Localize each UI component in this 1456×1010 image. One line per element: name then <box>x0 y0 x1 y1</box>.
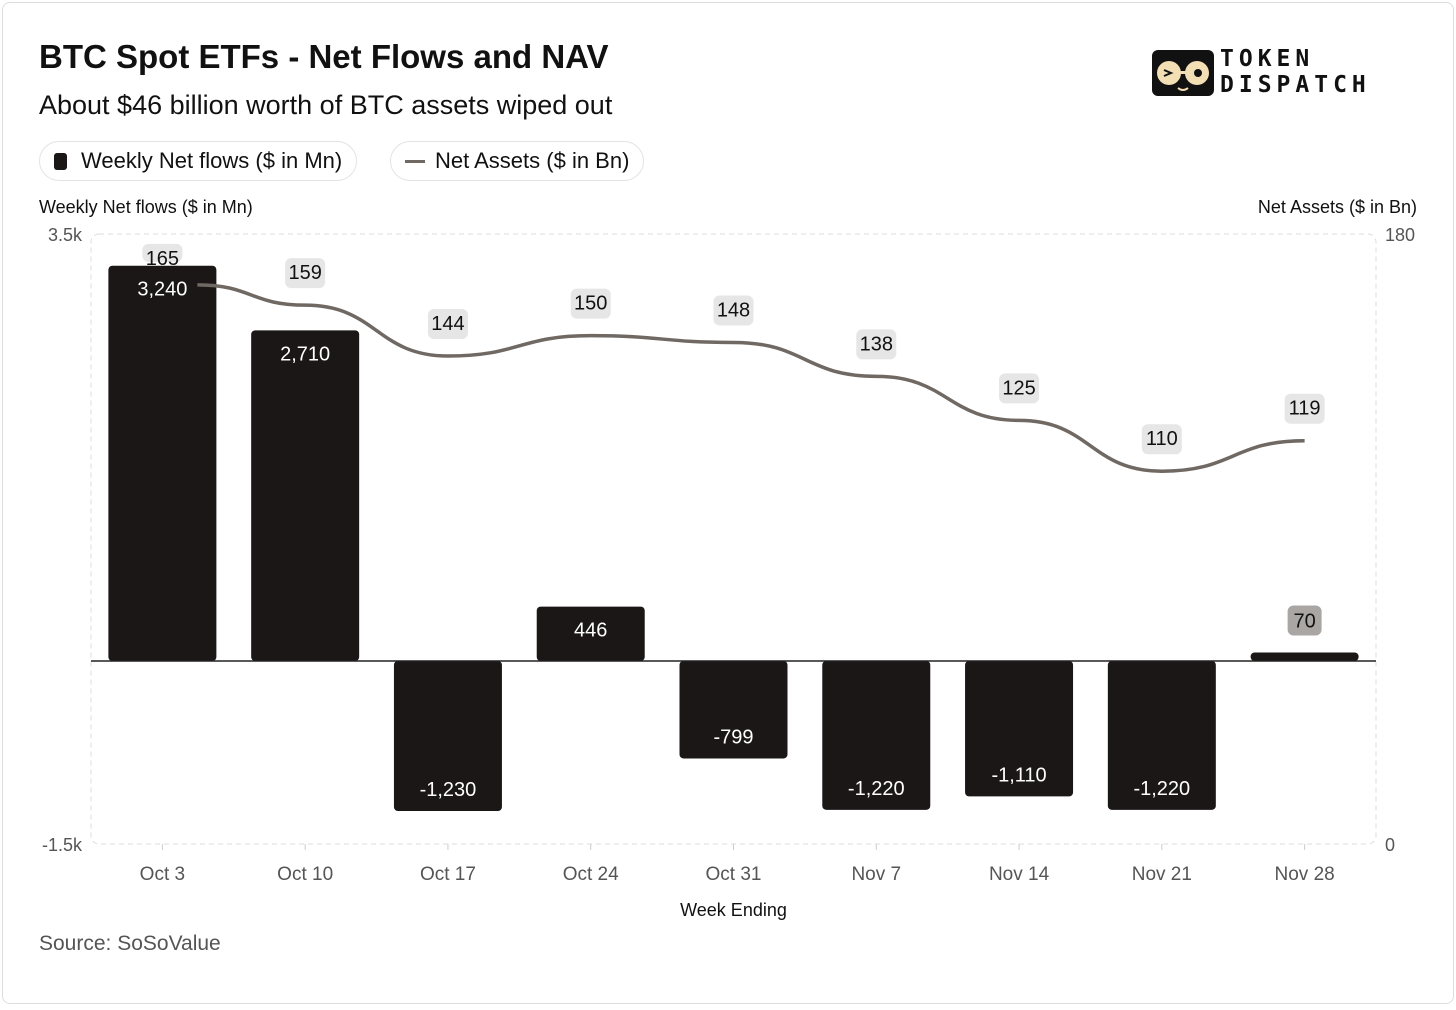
line-swatch-icon <box>405 159 425 163</box>
left-axis-title: Weekly Net flows ($ in Mn) <box>39 197 253 217</box>
chart-subtitle: About $46 billion worth of BTC assets wi… <box>39 90 613 120</box>
chart-title: BTC Spot ETFs - Net Flows and NAV <box>39 38 609 75</box>
logo-text: TOKEN DISPATCH <box>1220 46 1371 98</box>
source-note: Source: SoSoValue <box>39 932 221 955</box>
legend-label: Net Assets ($ in Bn) <box>435 148 630 173</box>
bar-swatch-icon <box>54 152 67 170</box>
token-dispatch-logo-icon <box>1152 50 1214 96</box>
right-axis-title: Net Assets ($ in Bn) <box>1257 197 1417 217</box>
legend-item-net-flows[interactable]: Weekly Net flows ($ in Mn) <box>39 141 358 181</box>
legend-label: Weekly Net flows ($ in Mn) <box>81 148 343 173</box>
legend-item-net-assets[interactable]: Net Assets ($ in Bn) <box>390 141 645 181</box>
